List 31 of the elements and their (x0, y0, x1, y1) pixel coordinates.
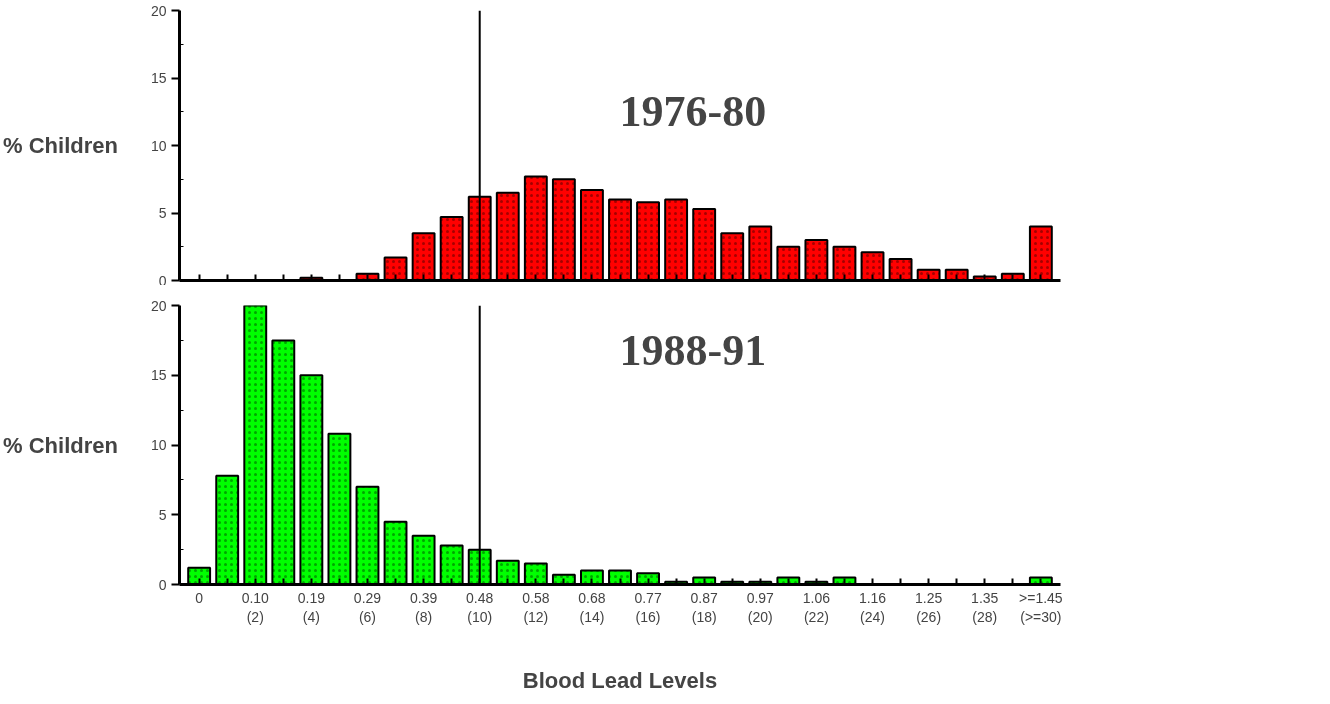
text: 1988-91 (619, 325, 767, 375)
y-tick-label: 5 (158, 506, 167, 523)
text: 1976-80 (619, 86, 767, 136)
x-tick-label: 0.19 (4) (297, 589, 326, 625)
y-axis-title: % Children (3, 432, 118, 458)
x-tick-label: 0.87 (18) (690, 589, 719, 625)
y-tick-label: 15 (150, 70, 167, 86)
x-tick-label: 0.48 (10) (466, 589, 494, 625)
x-tick-label: 0.58 (12) (522, 589, 550, 625)
y-tick-label: 10 (150, 437, 167, 453)
x-tick-label: 0.10 (2) (241, 589, 270, 625)
y-axis-title: % Children (3, 133, 118, 158)
x-tick-label: 1.16 (24) (858, 589, 887, 625)
y-tick-label: 0 (158, 272, 167, 289)
x-tick-label: 0.97 (20) (746, 589, 775, 625)
y-tick-label: 20 (150, 297, 167, 314)
x-tick-label: >=1.45 (>=30) (1019, 589, 1063, 625)
x-axis-title: Blood Lead Levels (522, 667, 718, 693)
y-tick-label: 0 (158, 576, 167, 593)
x-tick-label: 1.25 (26) (915, 589, 943, 625)
x-tick-label: 0.29 (6) (353, 589, 382, 625)
x-tick-label: 1.35 (28) (971, 589, 999, 625)
x-tick-label: 0.39 (8) (409, 589, 438, 625)
y-tick-label: 10 (150, 137, 167, 154)
x-tick-label: 1.06 (22) (802, 589, 831, 625)
x-tick-label: 0.68 (14) (578, 589, 606, 625)
y-tick-label: 20 (150, 2, 167, 19)
x-tick-label: 0 (195, 589, 204, 606)
x-tick-label: 0.77 (16) (634, 589, 662, 625)
y-tick-label: 15 (150, 367, 167, 384)
y-tick-label: 5 (158, 205, 167, 221)
